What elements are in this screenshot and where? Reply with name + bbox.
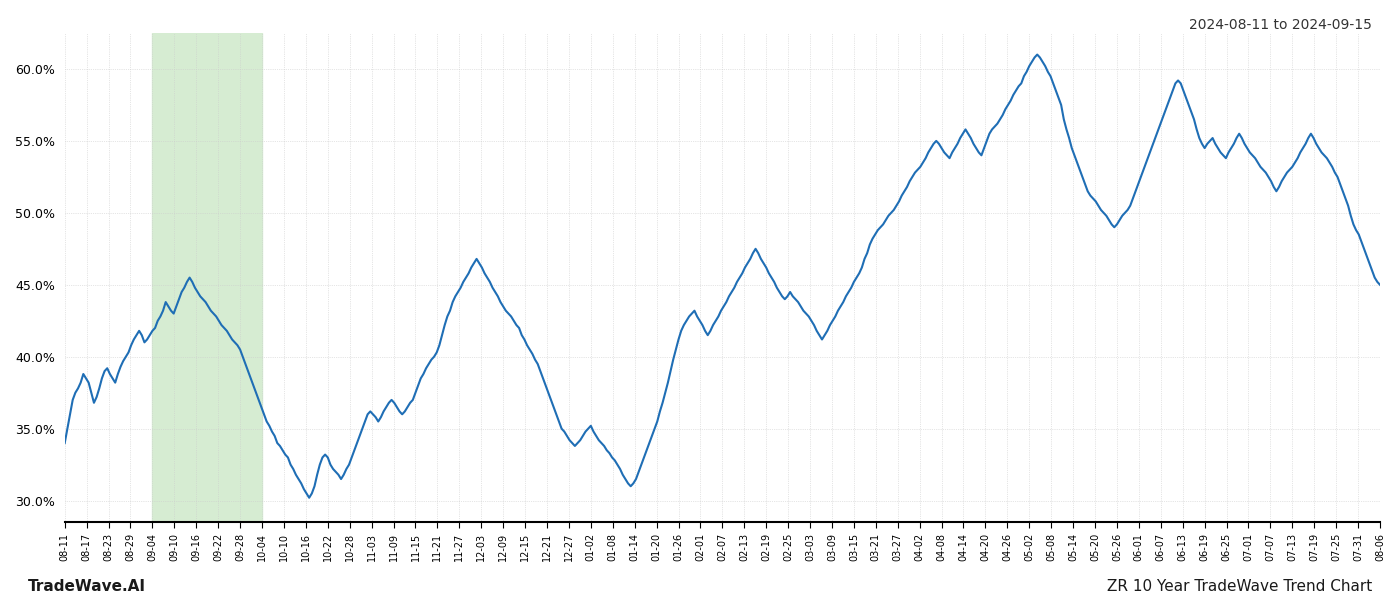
Bar — [153, 33, 262, 522]
Text: 2024-08-11 to 2024-09-15: 2024-08-11 to 2024-09-15 — [1189, 18, 1372, 32]
Text: ZR 10 Year TradeWave Trend Chart: ZR 10 Year TradeWave Trend Chart — [1107, 579, 1372, 594]
Text: TradeWave.AI: TradeWave.AI — [28, 579, 146, 594]
